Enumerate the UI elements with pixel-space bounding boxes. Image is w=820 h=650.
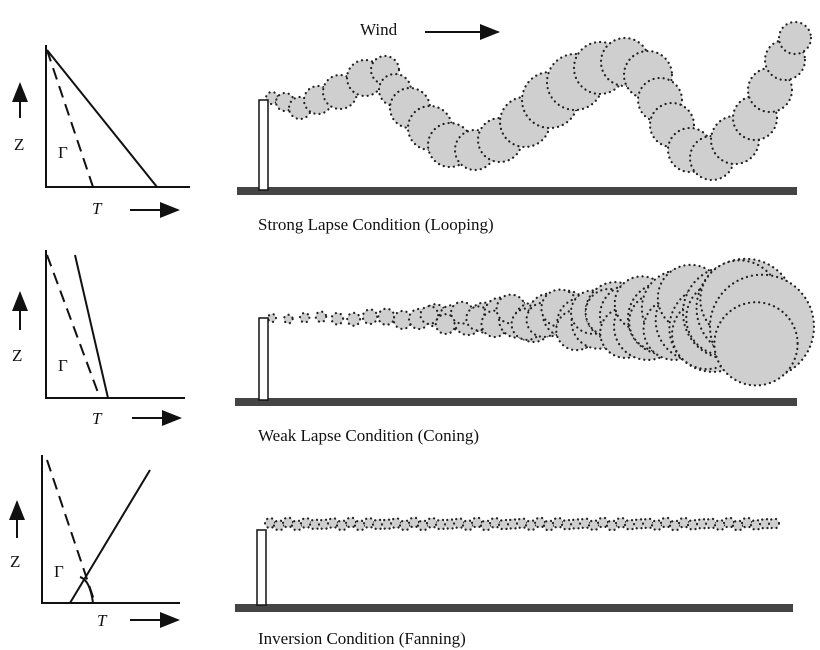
plume-puff [677,516,691,529]
plume-puff [389,517,403,530]
plume-puff [298,311,311,324]
caption: Weak Lapse Condition (Coning) [258,426,479,445]
panel-looping: Z Γ T Strong Lapse Condition (Looping) [11,45,797,234]
plume-puff [749,518,763,531]
plume-puff [326,517,340,530]
plume-puff [361,308,379,326]
gamma-label: Γ [58,143,68,162]
caption: Strong Lapse Condition (Looping) [258,215,494,234]
ground [237,187,797,195]
plume-puff [380,518,394,531]
t-label: T [92,199,103,218]
caption: Inversion Condition (Fanning) [258,629,466,648]
angle-arc [79,576,94,604]
plume-puff [767,517,781,530]
gamma-label: Γ [58,356,68,375]
stack [256,529,267,606]
ground [235,604,793,612]
stack [258,317,269,401]
adiabatic-lapse [46,49,94,188]
environment-lapse [46,49,158,188]
z-label: Z [12,346,22,365]
plume-puff [266,312,278,324]
z-label: Z [10,552,20,571]
plume-puff [551,516,565,529]
plume-puff [641,517,655,530]
plume-puff [614,516,628,529]
plume-puff [713,301,799,387]
t-label: T [92,409,103,428]
gamma-label: Γ [54,562,64,581]
plume-puff [362,516,376,530]
environment-lapse [74,254,109,399]
ground [235,398,797,406]
plume-puff [419,305,440,326]
plume-puff [578,517,592,530]
plume-puff [740,516,754,529]
t-label: T [97,611,108,630]
plume-puff [777,20,813,56]
plumes [263,20,816,532]
plume-puff [330,311,345,326]
plume-puff [314,310,328,324]
plume-puff [299,516,313,530]
plume-puff [488,516,502,529]
environment-lapse [69,469,151,604]
axes [45,45,190,188]
adiabatic-lapse [46,459,96,604]
plume-puff [452,517,466,530]
axes [41,455,180,604]
z-label: Z [14,135,24,154]
stack [258,99,269,191]
plume-puff [263,516,277,530]
plume-puff [515,517,529,530]
plume-puff [290,519,304,532]
plume-puff [353,519,367,532]
plume-puff [317,518,331,531]
plume-puff [377,307,396,326]
panel-coning: Z Γ T Weak Lapse Condition (Coning) [11,250,797,445]
plume-puff [425,516,439,530]
adiabatic-lapse [46,254,101,399]
plume-puff [346,311,362,327]
plume-puff [704,517,718,530]
plume-puff [282,313,294,325]
axes [45,250,185,399]
panel-fanning: Z Γ T Inversion Condition (Fanning) [8,455,793,648]
wind-label: Wind [360,20,398,39]
